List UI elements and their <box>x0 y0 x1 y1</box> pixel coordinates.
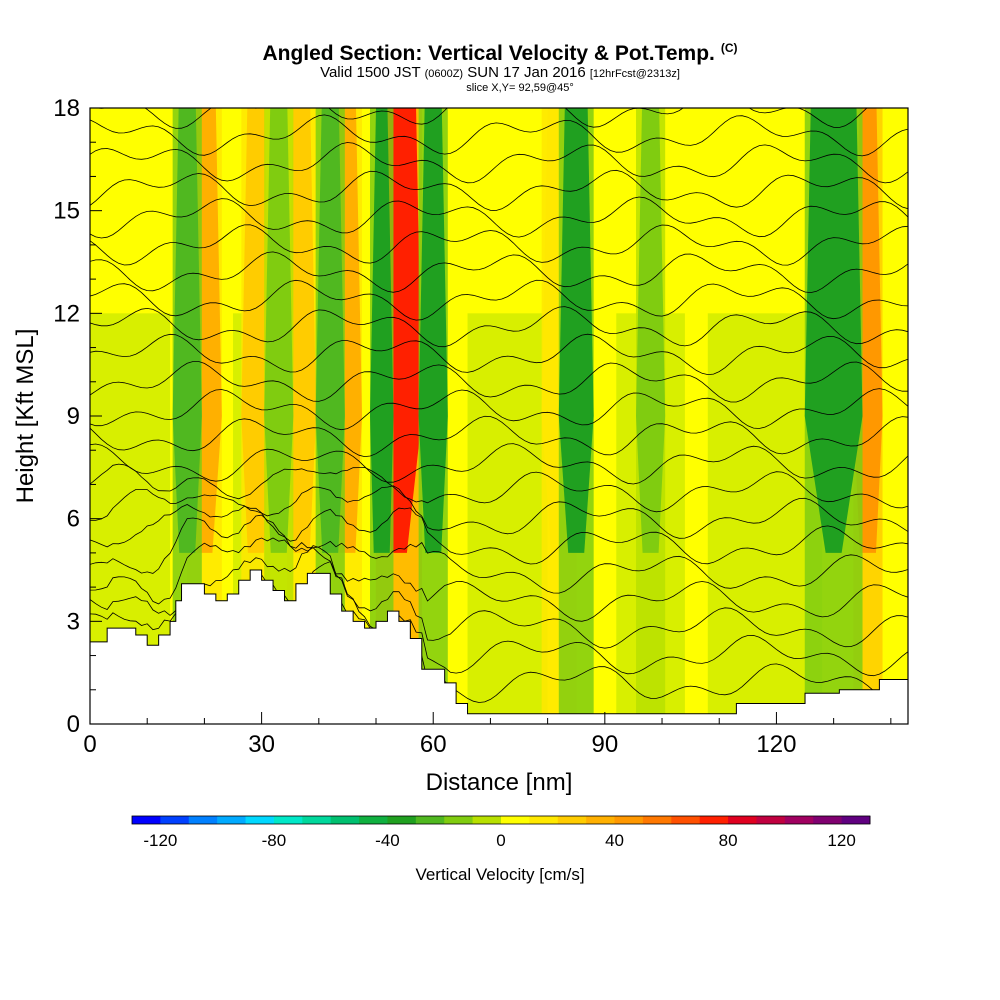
colorbar-swatch <box>501 816 530 824</box>
colorbar-swatch <box>728 816 757 824</box>
colorbar-swatch <box>217 816 247 824</box>
isentrope-line <box>90 537 908 622</box>
y-tick-label: 9 <box>67 403 80 430</box>
y-tick-label: 12 <box>53 300 80 327</box>
downdraft-band <box>370 108 394 553</box>
colorbar-swatch <box>245 816 275 824</box>
y-tick-label: 0 <box>67 711 80 738</box>
chart-title-text: Angled Section: Vertical Velocity & Pot.… <box>262 42 715 65</box>
colorbar-swatch <box>614 816 644 824</box>
terrain <box>90 569 908 724</box>
y-tick-label: 15 <box>53 198 80 225</box>
weak-downdraft-wash <box>467 313 548 724</box>
downdraft-band <box>558 108 594 553</box>
colorbar-swatch <box>586 816 616 824</box>
colorbar-swatch <box>444 816 474 824</box>
colorbar-swatch <box>302 816 332 824</box>
colorbar: -120 -80 -40 0 40 80 120 <box>131 815 871 850</box>
isentrope-line <box>90 306 908 348</box>
colorbar-frame <box>131 815 871 825</box>
colorbar-tick-label: -40 <box>375 831 400 850</box>
x-tick-label: 0 <box>83 731 96 758</box>
downdraft-band <box>636 108 666 553</box>
isentrope-line <box>90 114 908 157</box>
weak-downdraft-wash <box>707 313 823 724</box>
x-tick-label: 30 <box>248 731 275 758</box>
isentrope-line <box>90 485 908 539</box>
colorbar-swatch <box>273 816 303 824</box>
isentrope-lines <box>90 108 908 704</box>
isentrope-line <box>90 224 908 266</box>
forecast-tag: [12hrFcst@2313z] <box>589 68 680 80</box>
colorbar-tick-label: 120 <box>827 831 855 850</box>
valid-prefix: Valid 1500 JST <box>320 64 421 81</box>
y-tick-label: 6 <box>67 506 80 533</box>
downdraft-band <box>804 108 863 553</box>
colorbar-swatch <box>642 816 672 824</box>
valid-time: Valid 1500 JST (0600Z) SUN 17 Jan 2016 [… <box>0 65 1000 82</box>
colorbar-tick-label: -120 <box>143 831 177 850</box>
isentrope-line <box>90 196 908 239</box>
chart-title: Angled Section: Vertical Velocity & Pot.… <box>0 36 1000 66</box>
x-tick-label: 60 <box>420 731 447 758</box>
isentrope-line <box>90 388 908 431</box>
colorbar-swatch <box>387 816 417 824</box>
isentrope-line <box>90 279 908 321</box>
x-tick-label: 90 <box>591 731 618 758</box>
downdraft-band <box>264 108 294 553</box>
colorbar-swatch <box>472 816 502 824</box>
valid-zulu: (0600Z) <box>424 68 464 80</box>
y-tick-label: 3 <box>67 608 80 635</box>
isentrope-line <box>90 504 908 565</box>
chart-title-unit: (C) <box>720 41 738 55</box>
isentrope-line <box>95 108 868 129</box>
isentrope-line <box>90 545 908 649</box>
plot-area <box>90 108 908 724</box>
downdraft-band <box>172 108 202 553</box>
isentrope-line <box>90 415 908 458</box>
colorbar-label: Vertical Velocity [cm/s] <box>415 865 584 884</box>
colorbar-swatch <box>756 816 786 824</box>
colorbar-swatch <box>132 816 161 824</box>
colorbar-swatch <box>188 816 218 824</box>
updraft-band <box>241 108 271 553</box>
chart-header: Angled Section: Vertical Velocity & Pot.… <box>0 36 1000 94</box>
colorbar-swatch <box>841 816 871 824</box>
colorbar-tick-label: -80 <box>262 831 287 850</box>
x-tick-label: 120 <box>756 731 796 758</box>
isentrope-line <box>90 514 908 594</box>
colorbar-swatch <box>330 816 360 824</box>
colorbar-tick-label: 0 <box>496 831 505 850</box>
y-tick-label: 18 <box>53 95 80 122</box>
colorbar-swatch <box>160 816 190 824</box>
colorbar-swatch <box>529 816 559 824</box>
colorbar-swatch <box>557 816 587 824</box>
slice-info: slice X,Y= 92,59@45° <box>466 82 574 94</box>
y-axis-label: Height [Kft MSL] <box>12 329 39 504</box>
downdraft-band <box>315 108 345 553</box>
isentrope-line <box>90 463 908 513</box>
isentrope-line <box>90 142 908 184</box>
isentrope-line <box>90 251 908 294</box>
colorbar-tick-label: 40 <box>605 831 624 850</box>
downdraft-band <box>418 108 448 553</box>
colorbar-swatch <box>415 816 445 824</box>
x-axis-label: Distance [nm] <box>426 769 573 796</box>
y-axis: 0 3 6 9 12 15 18 <box>53 95 102 738</box>
isentrope-line <box>90 333 908 376</box>
colorbar-tick-label: 80 <box>719 831 738 850</box>
x-axis: 0 30 60 90 120 <box>83 712 892 758</box>
colorbar-swatch <box>699 816 729 824</box>
updraft-band <box>287 108 317 553</box>
colorbar-swatch <box>359 816 388 824</box>
colorbar-swatch <box>671 816 701 824</box>
colorbar-swatch <box>784 816 814 824</box>
valid-date: SUN 17 Jan 2016 <box>467 64 586 81</box>
isentrope-line <box>90 361 908 403</box>
isentrope-line <box>90 169 908 211</box>
isentrope-line <box>90 443 908 485</box>
colorbar-swatch <box>813 816 843 824</box>
